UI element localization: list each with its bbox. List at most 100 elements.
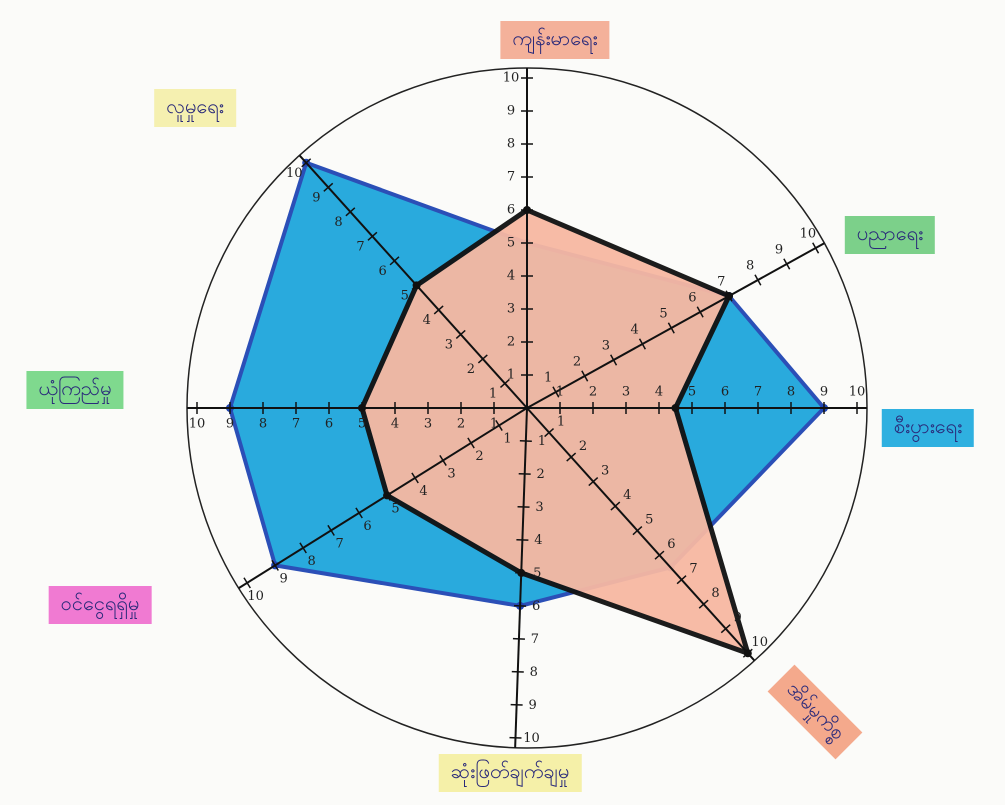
tick-label: 1 bbox=[538, 434, 546, 449]
tick-mark bbox=[581, 370, 589, 382]
tick-label: 9 bbox=[226, 417, 234, 432]
axis-label: ဝင်ငွေရရှိမှု bbox=[48, 586, 152, 624]
tick-label: 1 bbox=[503, 432, 511, 447]
tick-label: 3 bbox=[424, 417, 432, 432]
tick-label: 6 bbox=[363, 519, 371, 534]
tick-label: 8 bbox=[530, 665, 538, 680]
tick-label: 8 bbox=[507, 137, 515, 152]
tick-mark bbox=[588, 476, 599, 487]
tick-label: 3 bbox=[622, 385, 630, 400]
tick-label: 7 bbox=[754, 385, 762, 400]
tick-mark bbox=[411, 280, 422, 290]
tick-label: 4 bbox=[655, 385, 663, 400]
tick-mark bbox=[566, 452, 577, 462]
tick-label: 5 bbox=[391, 502, 399, 517]
axis bbox=[238, 407, 528, 589]
tick-label: 7 bbox=[335, 536, 343, 551]
tick-mark bbox=[654, 550, 665, 560]
tick-mark bbox=[812, 242, 820, 254]
tick-mark bbox=[495, 420, 503, 431]
tick-mark bbox=[783, 258, 791, 270]
tick-mark bbox=[455, 329, 466, 340]
tick-label: 8 bbox=[307, 554, 315, 569]
axis-label: ဆုံးဖြတ်ချက်ချမှု bbox=[438, 754, 582, 792]
tick-label: 3 bbox=[447, 467, 455, 482]
tick-label: 7 bbox=[689, 561, 697, 576]
tick-label: 6 bbox=[507, 203, 515, 218]
tick-label: 9 bbox=[733, 611, 741, 626]
tick-label: 10 bbox=[800, 227, 817, 242]
tick-label: 6 bbox=[325, 417, 333, 432]
tick-label: 5 bbox=[358, 417, 366, 432]
tick-label: 1 bbox=[556, 385, 564, 400]
tick-label: 8 bbox=[334, 215, 342, 230]
tick-label: 2 bbox=[507, 335, 515, 350]
tick-label: 10 bbox=[189, 417, 206, 432]
tick-mark bbox=[696, 306, 704, 318]
tick-label: 9 bbox=[507, 104, 515, 119]
tick-mark bbox=[345, 207, 356, 217]
tick-label: 3 bbox=[535, 500, 543, 515]
tick-label: 9 bbox=[528, 698, 536, 713]
tick-label: 10 bbox=[247, 589, 264, 604]
tick-label: 6 bbox=[378, 264, 386, 279]
tick-label: 5 bbox=[533, 566, 541, 581]
tick-label: 5 bbox=[645, 512, 653, 527]
tick-mark bbox=[439, 454, 447, 466]
tick-mark bbox=[301, 158, 312, 168]
tick-mark bbox=[667, 322, 675, 334]
tick-label: 4 bbox=[391, 417, 399, 432]
tick-label: 4 bbox=[507, 269, 515, 284]
tick-label: 10 bbox=[523, 731, 540, 746]
tick-label: 10 bbox=[503, 71, 520, 86]
tick-mark bbox=[676, 575, 687, 585]
tick-label: 8 bbox=[746, 259, 754, 274]
tick-label: 6 bbox=[688, 291, 696, 306]
tick-label: 10 bbox=[286, 166, 303, 181]
tick-label: 7 bbox=[292, 417, 300, 432]
tick-mark bbox=[355, 507, 363, 519]
tick-label: 2 bbox=[475, 449, 483, 464]
tick-mark bbox=[698, 599, 709, 609]
tick-label: 9 bbox=[312, 190, 320, 205]
tick-label: 4 bbox=[631, 323, 639, 338]
tick-mark bbox=[610, 354, 618, 366]
tick-mark bbox=[323, 182, 334, 192]
tick-label: 7 bbox=[717, 275, 725, 290]
tick-label: 7 bbox=[356, 240, 364, 255]
tick-mark bbox=[638, 338, 647, 350]
axis-label: ယုံကြည်မှု bbox=[26, 371, 124, 409]
axis bbox=[526, 407, 756, 662]
tick-label: 6 bbox=[667, 537, 675, 552]
tick-label: 3 bbox=[445, 338, 453, 353]
tick-label: 1 bbox=[490, 417, 498, 432]
tick-label: 1 bbox=[544, 371, 552, 386]
axis-label: လူမှုရေး bbox=[154, 89, 236, 127]
tick-label: 4 bbox=[534, 533, 542, 548]
tick-mark bbox=[327, 524, 335, 536]
tick-label: 4 bbox=[623, 488, 631, 503]
axis bbox=[526, 242, 825, 409]
tick-label: 3 bbox=[601, 463, 609, 478]
tick-label: 3 bbox=[602, 339, 610, 354]
tick-label: 9 bbox=[820, 385, 828, 400]
tick-label: 4 bbox=[419, 484, 427, 499]
tick-mark bbox=[271, 559, 279, 571]
tick-label: 2 bbox=[579, 439, 587, 454]
tick-label: 9 bbox=[775, 243, 783, 258]
tick-label: 1 bbox=[489, 387, 497, 402]
tick-label: 9 bbox=[279, 571, 287, 586]
tick-label: 2 bbox=[573, 355, 581, 370]
tick-mark bbox=[383, 489, 391, 501]
tick-mark bbox=[552, 386, 560, 398]
tick-mark bbox=[754, 274, 762, 286]
axis-label: ပညာရေး bbox=[844, 216, 936, 254]
tick-label: 2 bbox=[457, 417, 465, 432]
axis bbox=[298, 154, 528, 409]
tick-label: 7 bbox=[531, 632, 539, 647]
tick-mark bbox=[299, 542, 307, 554]
axis bbox=[514, 407, 528, 748]
tick-label: 8 bbox=[259, 417, 267, 432]
